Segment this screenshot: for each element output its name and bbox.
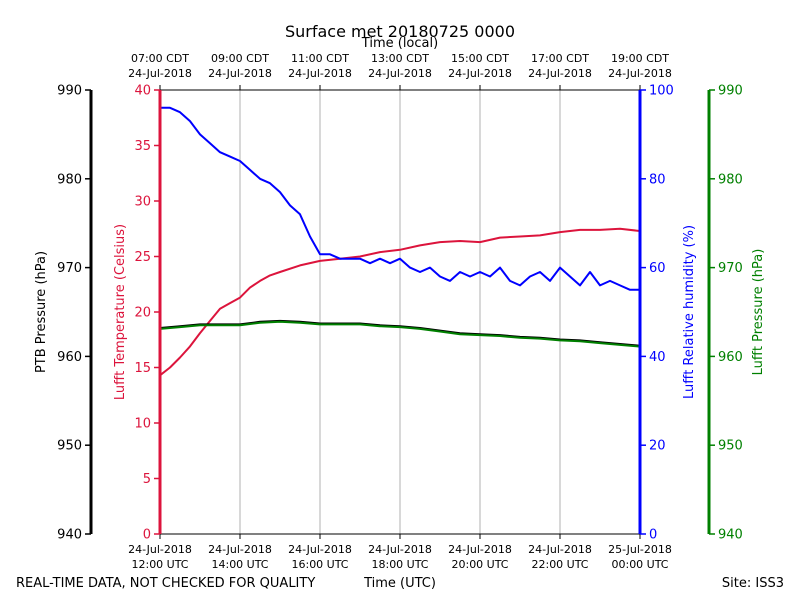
top-tick-time: 09:00 CDT: [211, 52, 269, 65]
rh-tick-label: 40: [649, 350, 666, 365]
top-tick-date: 24-Jul-2018: [448, 67, 512, 80]
ptb-tick-label: 970: [57, 261, 82, 276]
temp-tick-label: 30: [134, 195, 151, 210]
top-tick-date: 24-Jul-2018: [208, 67, 272, 80]
lp-tick-label: 940: [718, 528, 743, 543]
x-tick-time: 16:00 UTC: [291, 558, 348, 571]
series-lufft-pressure: [159, 320, 641, 348]
temp-tick-label: 5: [143, 472, 151, 487]
top-axis-label: Time (local): [361, 36, 438, 51]
temp-tick-label: 35: [134, 139, 151, 154]
top-tick-date: 24-Jul-2018: [608, 67, 672, 80]
rh-tick-label: 80: [649, 172, 666, 187]
rh-axis-label: Lufft Relative humidity (%): [682, 225, 697, 399]
lp-tick-label: 970: [718, 261, 743, 276]
temp-axis-label: Lufft Temperature (Celsius): [113, 224, 128, 400]
x-tick-date: 24-Jul-2018: [528, 543, 592, 556]
ptb-axis-label: PTB Pressure (hPa): [34, 251, 49, 373]
ptb-tick-label: 960: [57, 350, 82, 365]
top-tick-date: 24-Jul-2018: [528, 67, 592, 80]
footer-site: Site: ISS3: [722, 576, 784, 591]
ptb-tick-label: 950: [57, 439, 82, 454]
rh-tick-label: 20: [649, 439, 666, 454]
x-tick-date: 24-Jul-2018: [448, 543, 512, 556]
ptb-tick-label: 940: [57, 528, 82, 543]
top-tick-time: 13:00 CDT: [371, 52, 429, 65]
x-tick-time: 22:00 UTC: [531, 558, 588, 571]
top-tick-date: 24-Jul-2018: [368, 67, 432, 80]
temp-tick-label: 0: [143, 528, 151, 543]
x-tick-time: 14:00 UTC: [211, 558, 268, 571]
top-tick-time: 15:00 CDT: [451, 52, 509, 65]
x-tick-date: 24-Jul-2018: [368, 543, 432, 556]
lp-tick-label: 960: [718, 350, 743, 365]
lp-axis-label: Lufft Pressure (hPa): [751, 249, 766, 376]
top-tick-date: 24-Jul-2018: [288, 67, 352, 80]
rh-tick-label: 60: [649, 261, 666, 276]
x-axis-label: Time (UTC): [363, 576, 436, 591]
chart-title: Surface met 20180725 0000: [285, 22, 515, 41]
rh-tick-label: 100: [649, 84, 674, 99]
top-tick-time: 11:00 CDT: [291, 52, 349, 65]
top-tick-time: 07:00 CDT: [131, 52, 189, 65]
top-tick-time: 19:00 CDT: [611, 52, 669, 65]
x-tick-time: 20:00 UTC: [451, 558, 508, 571]
x-tick-time: 18:00 UTC: [371, 558, 428, 571]
footer-quality-note: REAL-TIME DATA, NOT CHECKED FOR QUALITY: [16, 576, 315, 591]
lp-tick-label: 950: [718, 439, 743, 454]
top-tick-date: 24-Jul-2018: [128, 67, 192, 80]
series-lines: [159, 106, 641, 377]
top-tick-time: 17:00 CDT: [531, 52, 589, 65]
temp-tick-label: 15: [134, 361, 151, 376]
x-tick-date: 24-Jul-2018: [208, 543, 272, 556]
temp-tick-label: 25: [134, 250, 151, 265]
temp-tick-label: 10: [134, 417, 151, 432]
rh-tick-label: 0: [649, 528, 657, 543]
series-lufft-relative-humidity: [160, 106, 640, 291]
ptb-tick-label: 980: [57, 172, 82, 187]
x-tick-date: 24-Jul-2018: [128, 543, 192, 556]
lp-tick-label: 980: [718, 172, 743, 187]
temp-tick-label: 20: [134, 306, 151, 321]
x-tick-date: 24-Jul-2018: [288, 543, 352, 556]
temp-tick-label: 40: [134, 84, 151, 99]
vertical-gridlines: [239, 90, 561, 534]
x-tick-date: 25-Jul-2018: [608, 543, 672, 556]
lp-tick-label: 990: [718, 84, 743, 99]
tick-labels: 24-Jul-2018 12:00 UTC 24-Jul-2018 14:00 UTC…: [57, 52, 743, 571]
x-tick-time: 12:00 UTC: [131, 558, 188, 571]
x-tick-time: 00:00 UTC: [611, 558, 668, 571]
ptb-tick-label: 990: [57, 84, 82, 99]
axes: [85, 85, 715, 539]
